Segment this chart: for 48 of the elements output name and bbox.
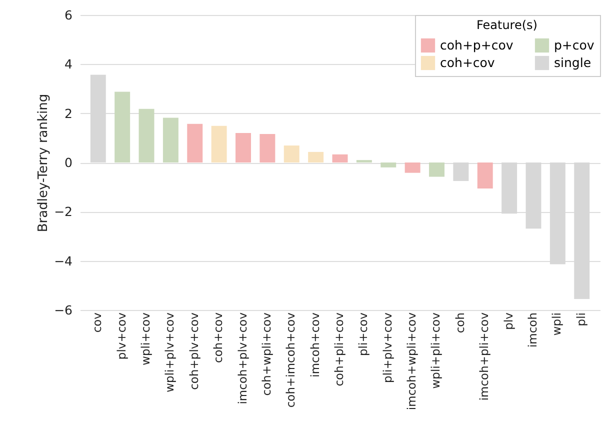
y-tick-label: 4	[64, 56, 73, 72]
x-tick-label: pli	[574, 312, 588, 326]
x-tick-label: imcoh	[525, 312, 540, 348]
x-tick-label: imcoh+plv+cov	[235, 312, 250, 404]
x-tick-label: imcoh+pli+cov	[477, 312, 492, 401]
x-tick-label: wpli+plv+cov	[162, 312, 177, 392]
bar	[380, 162, 396, 168]
bar	[236, 133, 251, 162]
x-tick-label: wpli	[550, 312, 564, 336]
x-tick-label: coh+imcoh+cov	[284, 312, 298, 408]
y-axis-title: Bradley-Terry ranking	[36, 94, 52, 232]
x-tick-label: wpli+pli+cov	[428, 312, 443, 389]
x-tick-label: coh+pli+cov	[332, 312, 346, 386]
x-tick-label: plv+cov	[114, 312, 128, 360]
legend-title: Feature(s)	[476, 18, 538, 32]
x-tick-label: wpli+cov	[138, 312, 153, 366]
bar	[260, 134, 276, 162]
legend-label: coh+cov	[440, 55, 496, 70]
bar	[114, 92, 130, 162]
y-tick-label: −2	[54, 204, 72, 220]
x-tick-label: pli+cov	[356, 312, 370, 356]
legend-label: coh+p+cov	[440, 37, 514, 52]
x-tick-label: imcoh+wpli+cov	[404, 312, 419, 410]
x-tick-label: pli+plv+cov	[380, 312, 394, 383]
legend-label: p+cov	[554, 37, 595, 52]
bar	[308, 152, 324, 162]
bar	[332, 154, 348, 162]
legend-label: single	[554, 55, 592, 70]
y-tick-label: −4	[54, 253, 73, 268]
bar	[284, 146, 300, 162]
bar	[404, 162, 420, 173]
bar	[477, 162, 493, 189]
x-tick-label: coh+cov	[211, 312, 226, 363]
x-tick-label: coh+plv+cov	[186, 312, 201, 390]
y-tick-label: 6	[64, 8, 73, 22]
x-tick-label: coh+wpli+cov	[259, 312, 274, 396]
x-tick-label: plv	[501, 312, 516, 330]
bar	[429, 162, 444, 177]
x-tick-label: cov	[90, 312, 104, 333]
y-tick-label: −6	[54, 302, 73, 318]
y-tick-label: 0	[64, 155, 73, 170]
x-tick-label: imcoh+cov	[308, 312, 322, 378]
bar	[211, 126, 227, 162]
bar	[187, 124, 203, 162]
bar	[162, 118, 178, 162]
y-tick-label: 2	[64, 106, 72, 121]
bar	[138, 108, 154, 162]
x-tick-label: coh	[452, 312, 467, 334]
